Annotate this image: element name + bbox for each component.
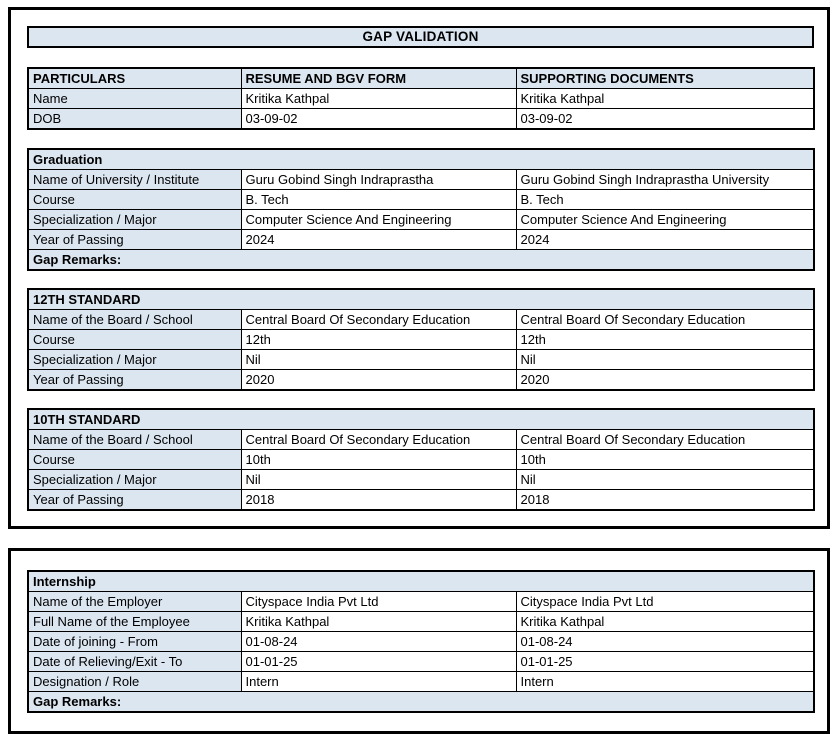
cell-value: 2024 <box>515 229 815 250</box>
section-heading-row: Graduation <box>27 148 815 170</box>
cell-value: 03-09-02 <box>515 108 815 130</box>
row-label: Name <box>27 88 242 109</box>
cell-value: Nil <box>515 469 815 490</box>
row-label: Date of joining - From <box>27 631 242 652</box>
row-label: Year of Passing <box>27 229 242 250</box>
cell-value: 2018 <box>515 489 815 511</box>
row-label: Name of the Employer <box>27 591 242 612</box>
cell-value: 12th <box>515 329 815 350</box>
cell-value: Kritika Kathpal <box>515 88 815 109</box>
cell-value: 10th <box>240 449 517 470</box>
cell-value: Nil <box>240 469 517 490</box>
table-row: Year of Passing 2024 2024 <box>27 229 815 250</box>
row-label: Designation / Role <box>27 671 242 692</box>
table-row: Course 10th 10th <box>27 449 815 470</box>
table-row: Date of joining - From 01-08-24 01-08-24 <box>27 631 815 652</box>
row-label: Specialization / Major <box>27 349 242 370</box>
cell-value: 01-08-24 <box>515 631 815 652</box>
cell-value: Central Board Of Secondary Education <box>515 309 815 330</box>
cell-value: 01-01-25 <box>240 651 517 672</box>
row-label: Course <box>27 449 242 470</box>
page-title: GAP VALIDATION <box>27 26 814 48</box>
row-label: Year of Passing <box>27 489 242 511</box>
table-row: Year of Passing 2018 2018 <box>27 489 815 511</box>
row-label: Specialization / Major <box>27 209 242 230</box>
table-row: Name of the Employer Cityspace India Pvt… <box>27 591 815 612</box>
table-row: Name of the Board / School Central Board… <box>27 309 815 330</box>
particulars-table: PARTICULARS RESUME AND BGV FORM SUPPORTI… <box>27 67 815 130</box>
cell-value: 12th <box>240 329 517 350</box>
cell-value: 2020 <box>240 369 517 391</box>
cell-value: 10th <box>515 449 815 470</box>
table-row: DOB 03-09-02 03-09-02 <box>27 108 815 130</box>
table-row: Name of the Board / School Central Board… <box>27 429 815 450</box>
table-row: Name Kritika Kathpal Kritika Kathpal <box>27 88 815 109</box>
section-heading-row: Internship <box>27 570 815 592</box>
table-row: Specialization / Major Nil Nil <box>27 349 815 370</box>
cell-value: 2020 <box>515 369 815 391</box>
table-row: Course B. Tech B. Tech <box>27 189 815 210</box>
row-label: Course <box>27 189 242 210</box>
section-heading-row: 10TH STANDARD <box>27 408 815 430</box>
row-label: Full Name of the Employee <box>27 611 242 632</box>
row-label: DOB <box>27 108 242 130</box>
row-label: Year of Passing <box>27 369 242 391</box>
cell-value: Cityspace India Pvt Ltd <box>240 591 517 612</box>
cell-value: Guru Gobind Singh Indraprastha Universit… <box>515 169 815 190</box>
gap-remarks-row: Gap Remarks: <box>27 691 815 713</box>
cell-value: Cityspace India Pvt Ltd <box>515 591 815 612</box>
table-row: Date of Relieving/Exit - To 01-01-25 01-… <box>27 651 815 672</box>
row-label: Name of University / Institute <box>27 169 242 190</box>
row-label: Name of the Board / School <box>27 429 242 450</box>
section-heading-internship: Internship <box>27 570 815 592</box>
table-row: Course 12th 12th <box>27 329 815 350</box>
cell-value: Central Board Of Secondary Education <box>515 429 815 450</box>
twelfth-standard-table: 12TH STANDARD Name of the Board / School… <box>27 288 816 391</box>
cell-value: 01-01-25 <box>515 651 815 672</box>
internship-table: Internship Name of the Employer Cityspac… <box>27 570 815 713</box>
row-label: Name of the Board / School <box>27 309 242 330</box>
cell-value: Computer Science And Engineering <box>240 209 517 230</box>
row-label: Date of Relieving/Exit - To <box>27 651 242 672</box>
cell-value: 2018 <box>240 489 517 511</box>
section-heading-graduation: Graduation <box>27 148 815 170</box>
cell-value: Intern <box>515 671 815 692</box>
cell-value: Kritika Kathpal <box>240 88 517 109</box>
table-row: Specialization / Major Computer Science … <box>27 209 815 230</box>
row-label: Specialization / Major <box>27 469 242 490</box>
table-row: Year of Passing 2020 2020 <box>27 369 815 391</box>
column-header-particulars: PARTICULARS <box>27 67 242 89</box>
cell-value: B. Tech <box>240 189 517 210</box>
cell-value: Central Board Of Secondary Education <box>240 309 517 330</box>
cell-value: Central Board Of Secondary Education <box>240 429 517 450</box>
graduation-table: Graduation Name of University / Institut… <box>27 148 816 271</box>
table-row: Name of University / Institute Guru Gobi… <box>27 169 815 190</box>
section-heading-12th: 12TH STANDARD <box>27 288 815 310</box>
cell-value: Computer Science And Engineering <box>515 209 815 230</box>
gap-remarks-label: Gap Remarks: <box>27 249 815 271</box>
cell-value: 01-08-24 <box>240 631 517 652</box>
column-header-supporting-docs: SUPPORTING DOCUMENTS <box>515 67 815 89</box>
row-label: Course <box>27 329 242 350</box>
table-row: Specialization / Major Nil Nil <box>27 469 815 490</box>
gap-remarks-label: Gap Remarks: <box>27 691 815 713</box>
cell-value: Nil <box>240 349 517 370</box>
tenth-standard-table: 10TH STANDARD Name of the Board / School… <box>27 408 816 511</box>
column-header-resume-bgv: RESUME AND BGV FORM <box>240 67 517 89</box>
cell-value: B. Tech <box>515 189 815 210</box>
section-heading-row: 12TH STANDARD <box>27 288 815 310</box>
cell-value: Guru Gobind Singh Indraprastha <box>240 169 517 190</box>
cell-value: Kritika Kathpal <box>515 611 815 632</box>
cell-value: Kritika Kathpal <box>240 611 517 632</box>
section-heading-10th: 10TH STANDARD <box>27 408 815 430</box>
gap-remarks-row: Gap Remarks: <box>27 249 815 271</box>
table-row: Designation / Role Intern Intern <box>27 671 815 692</box>
table-header-row: PARTICULARS RESUME AND BGV FORM SUPPORTI… <box>27 67 815 89</box>
cell-value: Intern <box>240 671 517 692</box>
table-row: Full Name of the Employee Kritika Kathpa… <box>27 611 815 632</box>
cell-value: 2024 <box>240 229 517 250</box>
cell-value: Nil <box>515 349 815 370</box>
cell-value: 03-09-02 <box>240 108 517 130</box>
